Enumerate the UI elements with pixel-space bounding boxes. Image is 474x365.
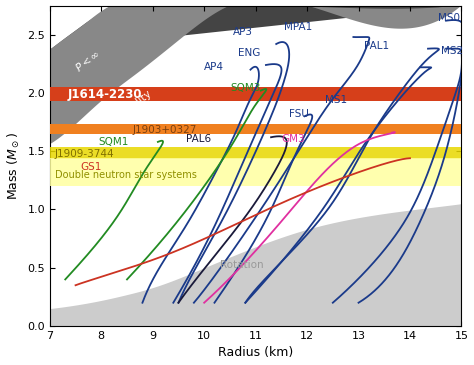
Text: MS2: MS2 <box>441 46 463 56</box>
Text: GS1: GS1 <box>81 162 102 172</box>
Text: PAL1: PAL1 <box>364 41 389 51</box>
Text: $P < \infty$: $P < \infty$ <box>73 47 103 74</box>
Text: SQM1: SQM1 <box>99 137 129 147</box>
Text: Rotation: Rotation <box>219 261 263 270</box>
Text: J1614-2230: J1614-2230 <box>68 88 142 101</box>
Bar <box>50 87 462 101</box>
Text: MS1: MS1 <box>325 95 347 105</box>
Bar <box>50 158 462 186</box>
Text: J1903+0327: J1903+0327 <box>132 125 197 135</box>
Text: J1909-3744: J1909-3744 <box>55 149 115 158</box>
Text: AP4: AP4 <box>204 62 224 72</box>
Text: FSU: FSU <box>289 109 309 119</box>
Text: GM3: GM3 <box>282 134 305 144</box>
Text: AP3: AP3 <box>232 27 253 37</box>
Bar <box>50 147 462 160</box>
Y-axis label: Mass ($M_\odot$): Mass ($M_\odot$) <box>6 132 22 200</box>
Polygon shape <box>50 5 462 50</box>
Bar <box>50 124 462 134</box>
Text: SQM3: SQM3 <box>230 83 260 93</box>
Text: Double neutron star systems: Double neutron star systems <box>55 170 197 180</box>
Text: Causality: Causality <box>109 88 154 126</box>
Text: MPA1: MPA1 <box>284 22 312 32</box>
Text: MS0: MS0 <box>438 13 460 23</box>
Text: PAL6: PAL6 <box>186 134 211 144</box>
Text: GR: GR <box>60 14 80 32</box>
X-axis label: Radius (km): Radius (km) <box>218 346 293 360</box>
Text: ENG: ENG <box>237 48 260 58</box>
